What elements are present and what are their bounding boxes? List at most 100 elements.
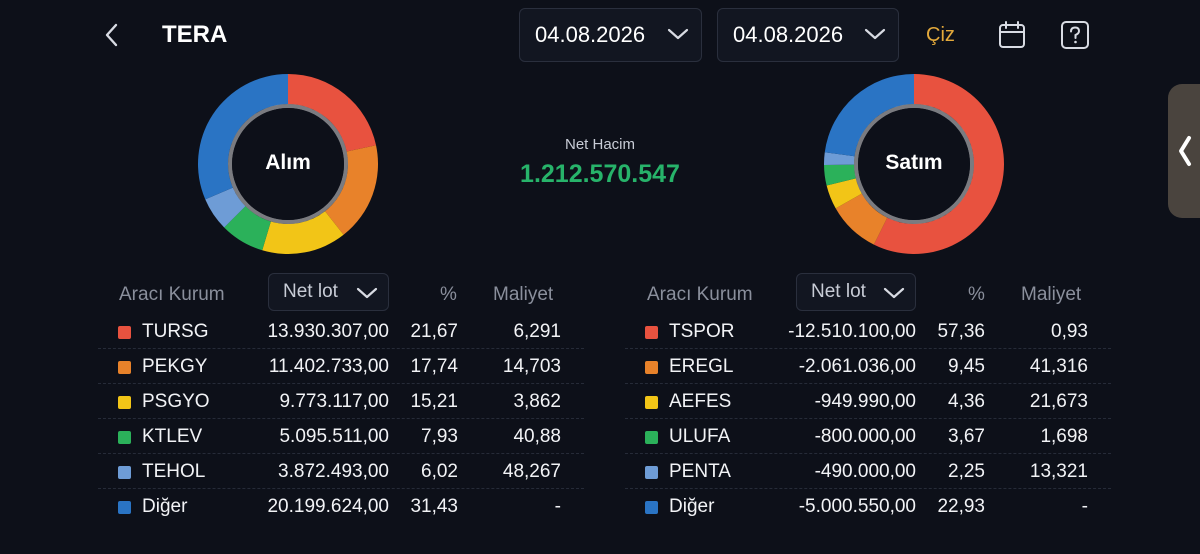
broker-name: ULUFA <box>669 426 731 447</box>
broker-name: PEKGY <box>142 356 208 377</box>
cost-value: 21,673 <box>1029 391 1088 412</box>
donut-inner-ring <box>228 104 348 224</box>
chevron-down-icon <box>864 28 886 40</box>
broker-name: TURSG <box>142 321 209 342</box>
legend-swatch <box>645 326 658 339</box>
back-chevron-icon[interactable] <box>100 22 124 48</box>
net-lot-value: 20.199.624,00 <box>267 496 389 517</box>
cost-value: 3,862 <box>513 391 561 412</box>
net-lot-value: 9.773.117,00 <box>279 391 389 412</box>
legend-swatch <box>645 466 658 479</box>
legend-swatch <box>118 361 131 374</box>
net-lot-value: -2.061.036,00 <box>798 356 916 377</box>
net-volume-value: 1.212.570.547 <box>520 160 680 188</box>
net-lot-value: -12.510.100,00 <box>788 321 916 342</box>
legend-swatch <box>118 396 131 409</box>
donut-hole <box>858 108 970 220</box>
chevron-down-icon <box>356 287 378 299</box>
donut-slice <box>262 211 344 254</box>
row-divider <box>625 348 1111 349</box>
donut-slice <box>873 74 1004 254</box>
table-row[interactable]: PEKGY 11.402.733,00 17,74 14,703 <box>98 349 584 384</box>
calendar-icon[interactable] <box>997 20 1027 50</box>
row-divider <box>98 348 584 349</box>
sell-pct-header: % <box>968 284 985 305</box>
donut-slice <box>288 74 377 152</box>
chevron-down-icon <box>667 28 689 40</box>
buy-broker-header: Aracı Kurum <box>119 284 225 305</box>
table-row[interactable]: Diğer 20.199.624,00 31,43 - <box>98 489 584 524</box>
table-row[interactable]: AEFES -949.990,00 4,36 21,673 <box>625 384 1111 419</box>
buy-pct-header: % <box>440 284 457 305</box>
chevron-down-icon <box>883 287 905 299</box>
table-row[interactable]: TEHOL 3.872.493,00 6,02 48,267 <box>98 454 584 489</box>
pct-value: 4,36 <box>948 391 985 412</box>
side-panel-handle[interactable] <box>1168 84 1200 218</box>
table-row[interactable]: PENTA -490.000,00 2,25 13,321 <box>625 454 1111 489</box>
table-row[interactable]: PSGYO 9.773.117,00 15,21 3,862 <box>98 384 584 419</box>
net-lot-value: -490.000,00 <box>814 461 916 482</box>
net-volume-label: Net Hacim <box>564 136 635 153</box>
draw-button[interactable]: Çiz <box>926 24 955 46</box>
start-date-value: 04.08.2026 <box>535 22 646 47</box>
donut-inner-ring <box>854 104 974 224</box>
sell-sort-label: Net lot <box>811 281 866 302</box>
net-lot-value: 13.930.307,00 <box>267 321 389 342</box>
legend-swatch <box>118 466 131 479</box>
start-date-select[interactable]: 04.08.2026 <box>519 8 702 62</box>
table-row[interactable]: TURSG 13.930.307,00 21,67 6,291 <box>98 314 584 349</box>
pct-value: 57,36 <box>937 321 985 342</box>
broker-name: Diğer <box>669 496 715 517</box>
row-divider <box>625 383 1111 384</box>
row-divider <box>625 453 1111 454</box>
net-lot-value: -5.000.550,00 <box>798 496 916 517</box>
cost-value: 13,321 <box>1029 461 1088 482</box>
donut-hole <box>232 108 344 220</box>
broker-name: TSPOR <box>669 321 735 342</box>
row-divider <box>98 383 584 384</box>
legend-swatch <box>118 431 131 444</box>
net-lot-value: 3.872.493,00 <box>278 461 389 482</box>
table-row[interactable]: Diğer -5.000.550,00 22,93 - <box>625 489 1111 524</box>
legend-swatch <box>645 396 658 409</box>
net-lot-value: 11.402.733,00 <box>268 356 389 377</box>
buy-donut-label: Alım <box>265 151 311 174</box>
cost-value: 6,291 <box>513 321 561 342</box>
donut-slice <box>824 152 855 165</box>
donut-slice <box>198 74 288 200</box>
table-row[interactable]: KTLEV 5.095.511,00 7,93 40,88 <box>98 419 584 454</box>
sell-donut-label: Satım <box>885 151 943 174</box>
net-lot-value: -800.000,00 <box>814 426 916 447</box>
pct-value: 31,43 <box>410 496 458 517</box>
table-row[interactable]: TSPOR -12.510.100,00 57,36 0,93 <box>625 314 1111 349</box>
help-icon[interactable] <box>1060 20 1090 50</box>
end-date-value: 04.08.2026 <box>733 22 844 47</box>
net-lot-value: 5.095.511,00 <box>279 426 389 447</box>
sell-donut-chart <box>824 74 1004 254</box>
buy-donut-chart <box>198 74 378 254</box>
buy-cost-header: Maliyet <box>493 284 554 305</box>
sell-sort-select[interactable]: Net lot <box>796 273 916 311</box>
pct-value: 22,93 <box>937 496 985 517</box>
cost-value: - <box>1081 496 1088 517</box>
pct-value: 6,02 <box>421 461 458 482</box>
buy-sort-label: Net lot <box>283 281 338 302</box>
end-date-select[interactable]: 04.08.2026 <box>717 8 899 62</box>
row-divider <box>625 488 1111 489</box>
donut-slice <box>835 193 888 245</box>
page-title: TERA <box>162 21 228 48</box>
row-divider <box>98 418 584 419</box>
table-row[interactable]: EREGL -2.061.036,00 9,45 41,316 <box>625 349 1111 384</box>
cost-value: 1,698 <box>1040 426 1088 447</box>
buy-sort-select[interactable]: Net lot <box>268 273 389 311</box>
row-divider <box>625 418 1111 419</box>
donut-slice <box>826 178 862 209</box>
broker-name: TEHOL <box>142 461 206 482</box>
chevron-left-icon <box>1179 136 1191 166</box>
row-divider <box>98 488 584 489</box>
cost-value: - <box>554 496 561 517</box>
table-row[interactable]: ULUFA -800.000,00 3,67 1,698 <box>625 419 1111 454</box>
donut-slice <box>205 187 246 228</box>
broker-name: PSGYO <box>142 391 210 412</box>
pct-value: 17,74 <box>410 356 458 377</box>
